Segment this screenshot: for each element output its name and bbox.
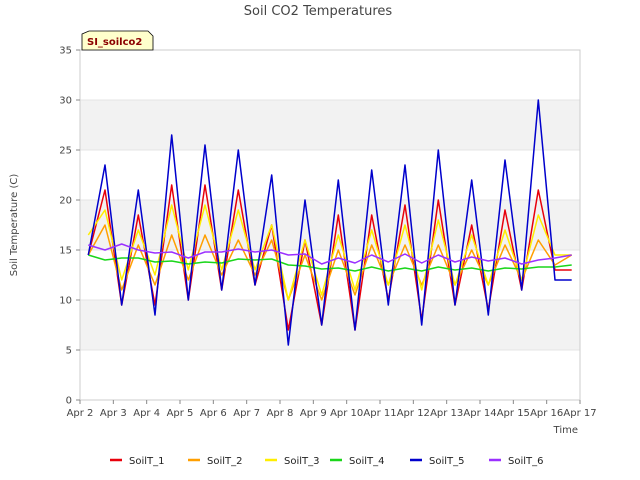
x-tick-label: Apr 3 (100, 408, 127, 419)
plot-band (80, 300, 580, 350)
legend-label: SoilT_6 (508, 456, 544, 467)
x-tick-label: Apr 7 (233, 408, 260, 419)
y-tick-label: 0 (66, 396, 72, 407)
y-tick-label: 30 (59, 96, 72, 107)
x-tick-label: Apr 5 (167, 408, 194, 419)
plot-band (80, 350, 580, 400)
x-tick-label: Apr 11 (363, 408, 396, 419)
x-tick-label: Apr 2 (67, 408, 94, 419)
legend-label: SoilT_5 (429, 456, 465, 467)
x-tick-label: Apr 6 (200, 408, 227, 419)
legend-item-soilt-4: SoilT_4 (330, 456, 385, 467)
series-line-soilt-6 (88, 243, 572, 265)
series-line-soilt-3 (87, 204, 572, 301)
plot-band (80, 150, 580, 200)
legend-label: SoilT_4 (349, 456, 385, 467)
x-tick-label: Apr 4 (133, 408, 160, 419)
series-lines (87, 99, 573, 346)
x-axis-title: Time (553, 425, 578, 436)
legend-item-soilt-1: SoilT_1 (110, 456, 165, 467)
legend-item-soilt-2: SoilT_2 (188, 456, 243, 467)
y-tick-label: 5 (66, 346, 72, 357)
y-tick-label: 35 (59, 46, 72, 57)
x-tick-label: Apr 9 (300, 408, 327, 419)
site-label-text: SI_soilco2 (87, 37, 142, 48)
legend-item-soilt-5: SoilT_5 (410, 456, 465, 467)
plot-band (80, 50, 580, 100)
x-tick-label: Apr 8 (267, 408, 294, 419)
legend-item-soilt-3: SoilT_3 (265, 456, 320, 467)
plot-band (80, 100, 580, 150)
plot-background-bands (80, 50, 580, 400)
y-axis-ticks: 0 5 10 15 20 25 30 35 (59, 46, 80, 407)
x-tick-label: Apr 15 (497, 408, 530, 419)
x-tick-label: Apr 13 (430, 408, 463, 419)
plot-frame (79, 49, 581, 401)
series-line-soilt-4 (88, 254, 572, 272)
x-axis-ticks: Apr 2 Apr 3 Apr 4 Apr 5 Apr 6 Apr 7 Apr 8 Apr 9… (67, 400, 597, 419)
y-tick-label: 25 (59, 146, 72, 157)
y-axis-title: Soil Temperature (C) (9, 174, 20, 277)
x-tick-label: Apr 17 (563, 408, 596, 419)
x-tick-label: Apr 10 (330, 408, 363, 419)
x-tick-label: Apr 16 (530, 408, 563, 419)
y-tick-label: 15 (59, 246, 72, 257)
series-line-soilt-5 (87, 99, 572, 346)
site-label-box (81, 30, 154, 51)
legend-label: SoilT_1 (129, 456, 165, 467)
x-tick-label: Apr 14 (463, 408, 496, 419)
legend-item-soilt-6: SoilT_6 (489, 456, 544, 467)
legend-label: SoilT_2 (207, 456, 243, 467)
site-label-badge: SI_soilco2 (81, 30, 154, 51)
chart-title: Soil CO2 Temperatures (244, 4, 393, 19)
legend: SoilT_1 SoilT_2 SoilT_3 SoilT_4 SoilT_5 SoilT… (110, 456, 544, 467)
y-tick-label: 10 (59, 296, 72, 307)
legend-label: SoilT_3 (284, 456, 320, 467)
plot-band (80, 200, 580, 250)
y-tick-label: 20 (59, 196, 72, 207)
x-tick-label: Apr 12 (397, 408, 430, 419)
